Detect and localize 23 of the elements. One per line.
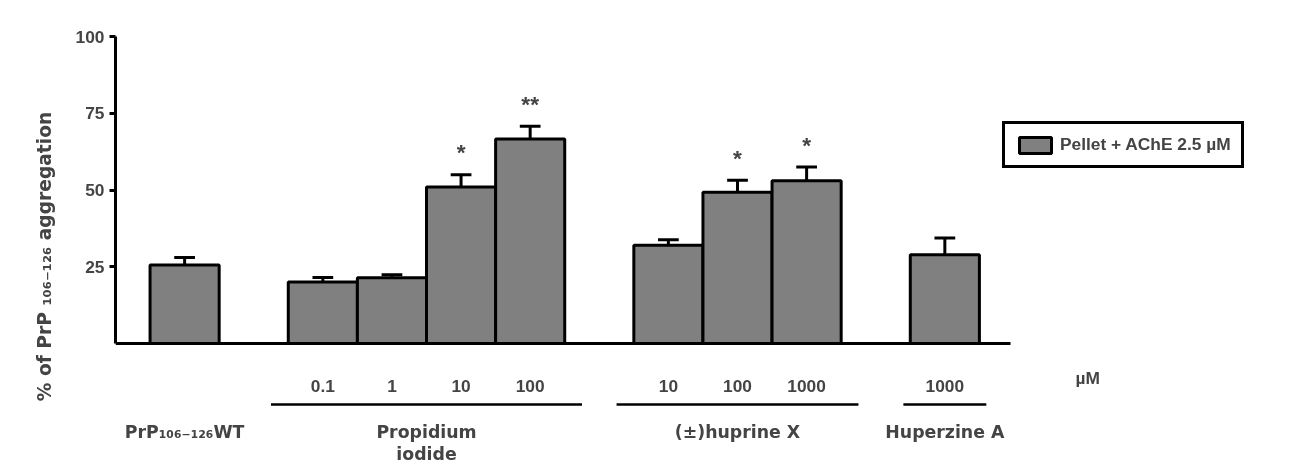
x-tick-label: 1 (387, 375, 398, 396)
x-tick-label: 0.1 (310, 375, 336, 396)
annotation: * (456, 139, 466, 166)
legend-label: Pellet + AChE 2.5 µM (1060, 134, 1231, 155)
y-axis-title: % of PrP ₁₀₆₋₁₂₆ aggregation (33, 111, 55, 402)
x-tick-label: 1000 (925, 375, 965, 396)
text: Huperzine A (885, 421, 1005, 442)
text: (±)huprine X (674, 421, 801, 442)
x-tick-label: 10 (658, 375, 679, 396)
x-tick-label: 10 (451, 375, 471, 396)
x-tick-label: 100 (723, 375, 752, 396)
y-tick-label: 50 (85, 180, 105, 200)
annotation: * (802, 131, 812, 158)
annotation: ** (521, 90, 540, 117)
x-tick-label: 1000 (787, 375, 826, 396)
y-tick-label: 100 (75, 26, 105, 47)
y-tick-label: 25 (85, 256, 105, 277)
text: PrP₁₀₆₋₁₂₆WT (124, 421, 245, 442)
y-tick-label: 75 (85, 103, 105, 124)
text: Propidium iodide (376, 421, 477, 464)
text: µM (1075, 367, 1100, 388)
annotation: * (733, 144, 743, 171)
x-tick-label: 100 (515, 375, 545, 396)
